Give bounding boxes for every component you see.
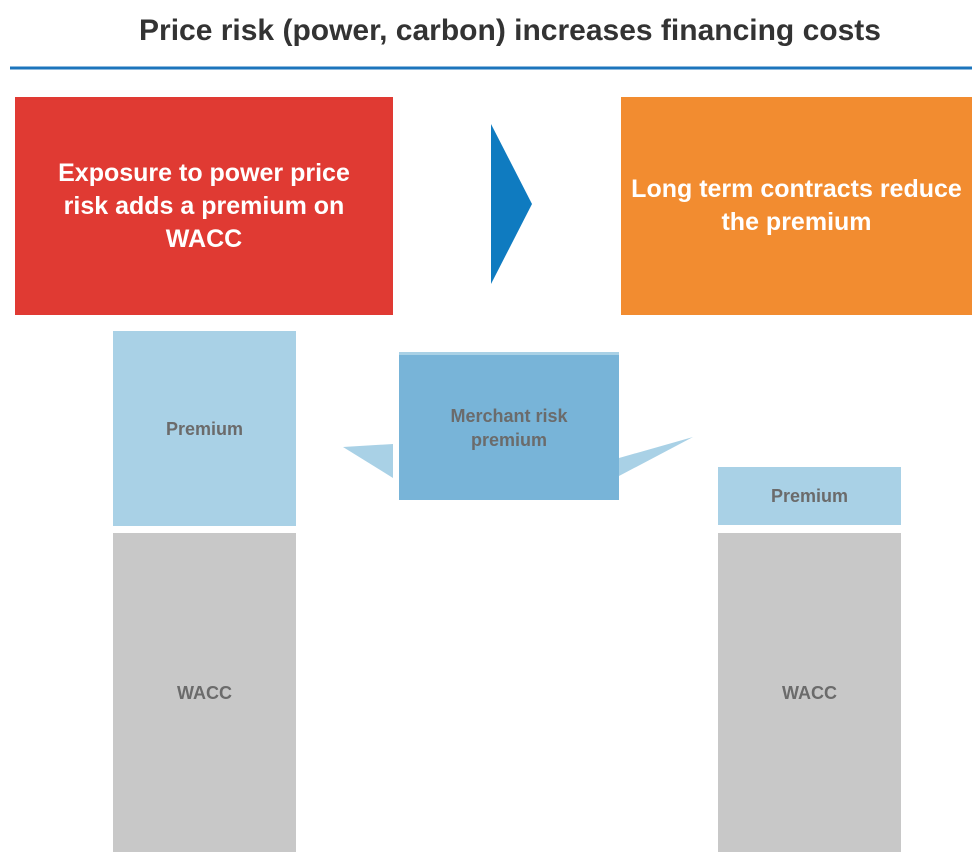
callout: Merchant risk premium — [399, 352, 619, 500]
callout-wedge-right — [619, 437, 693, 476]
left-box: Exposure to power price risk adds a prem… — [15, 97, 393, 315]
right-premium: Premium — [718, 467, 901, 525]
callout-wedge-left — [343, 444, 393, 478]
right-wacc: WACC — [718, 533, 901, 852]
arrow — [491, 124, 532, 284]
left-wacc: WACC — [113, 533, 296, 852]
right-box: Long term contracts reduce the premium — [621, 97, 972, 315]
title: Price risk (power, carbon) increases fin… — [139, 14, 881, 47]
left-premium: Premium — [113, 331, 296, 526]
